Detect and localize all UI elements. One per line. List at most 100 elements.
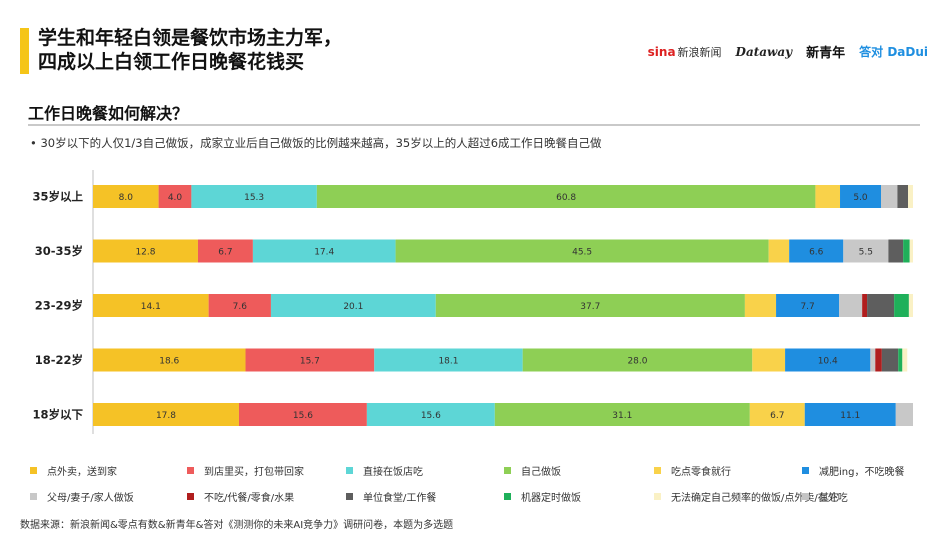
bar-segment (374, 348, 523, 372)
legend-label: 到店里买，打包带回家 (204, 467, 304, 478)
data-label: 28.0 (627, 357, 647, 367)
legend-item: 吃点零食就行 (654, 463, 731, 478)
bar-segment (93, 294, 209, 317)
legend-item: 自己做饭 (504, 463, 561, 478)
legend-label: 无法确定自己频率的做饭/点外卖/在外吃 (671, 493, 848, 504)
data-label: 17.8 (156, 411, 176, 421)
bar-segment (252, 239, 396, 263)
legend-label: 吃点零食就行 (671, 467, 731, 478)
bar-segment (897, 185, 909, 208)
stacked-bar-chart: 35岁以上 8.0 4.0 15.3 60.8 5.0 30-35岁 12.8 6.7 17.4 4… (32, 170, 913, 434)
data-label: 8.0 (119, 193, 134, 203)
bar-segment (843, 239, 889, 263)
legend-swatch (654, 467, 661, 474)
data-label: 15.7 (300, 357, 320, 367)
bar-segment (768, 239, 790, 263)
data-label: 6.6 (809, 248, 824, 258)
bar-segment (815, 185, 841, 208)
bar-segment (776, 294, 840, 317)
data-label: 7.7 (800, 302, 814, 312)
dataway-logo: Dataway (735, 44, 793, 59)
bar-segment (894, 294, 909, 317)
section-title: 工作日晚餐如何解决？ (28, 104, 189, 123)
legend-item: 单位食堂/工作餐 (346, 489, 436, 504)
bar-segment (158, 185, 192, 208)
page-title: 学生和年轻白领是餐饮市场主力军， 四成以上白领工作日晚餐花钱买 (38, 26, 342, 74)
bar-segment (93, 185, 159, 208)
bar-segment (245, 348, 375, 372)
legend-swatch (30, 493, 37, 500)
summary-bullet: • 30岁以下的人仅1/3自己做饭，成家立业后自己做饭的比例越来越高，35岁以上… (30, 136, 602, 150)
dadui-logo: 答对 DaDui (859, 45, 928, 59)
legend-swatch (654, 493, 661, 500)
bar-segment (881, 348, 899, 372)
legend-item: 直接在饭店吃 (346, 463, 423, 478)
bar-segment (789, 239, 844, 263)
title-accent-bar (20, 28, 29, 74)
legend-item: 其它 (802, 489, 839, 504)
category-label: 18岁以下 (32, 408, 83, 422)
bar-segment (93, 239, 198, 263)
data-label: 5.5 (859, 248, 873, 258)
bar-segment (804, 403, 896, 426)
legend-label: 自己做饭 (521, 467, 561, 478)
legend-label: 点外卖，送到家 (47, 467, 117, 478)
bar-segment (870, 348, 876, 372)
legend-label: 减肥ing，不吃晚餐 (819, 467, 905, 478)
legend-item: 无法确定自己频率的做饭/点外卖/在外吃 (654, 489, 848, 504)
category-label: 30-35岁 (35, 244, 83, 258)
xinqingnian-logo: 新青年 (806, 46, 846, 61)
legend-item: 点外卖，送到家 (30, 463, 117, 478)
bar-segment (839, 294, 863, 317)
bar-segment (862, 294, 868, 317)
data-label: 60.8 (556, 193, 576, 203)
legend-item: 不吃/代餐/零食/水果 (187, 489, 294, 504)
bar-segment (785, 348, 871, 372)
category-label: 18-22岁 (35, 353, 83, 367)
data-label: 15.3 (244, 193, 264, 203)
legend-item: 机器定时做饭 (504, 489, 581, 504)
bar-segment (909, 239, 913, 263)
bar-segment (840, 185, 882, 208)
data-label: 45.5 (572, 248, 592, 258)
legend-swatch (802, 467, 809, 474)
data-label: 7.6 (233, 302, 248, 312)
sina-logo: sina 新浪新闻 (648, 44, 722, 60)
data-label: 18.6 (159, 357, 179, 367)
legend-swatch (346, 493, 353, 500)
legend-item: 到店里买，打包带回家 (187, 463, 304, 478)
bar-segment (875, 348, 882, 372)
sina-logo-subtext: 新浪新闻 (677, 45, 722, 59)
data-label: 10.4 (818, 357, 838, 367)
legend-item: 父母/妻子/家人做饭 (30, 489, 134, 504)
data-label: 14.1 (141, 302, 161, 312)
bar-segment (895, 403, 913, 426)
bar-segment (903, 239, 910, 263)
legend-item: 减肥ing，不吃晚餐 (802, 463, 904, 478)
data-label: 4.0 (168, 193, 183, 203)
data-label: 37.7 (580, 302, 600, 312)
data-label: 6.7 (770, 411, 784, 421)
legend-label: 直接在饭店吃 (363, 467, 423, 478)
data-label: 5.0 (853, 193, 868, 203)
bar-segment (395, 239, 769, 263)
bar-segment (494, 403, 750, 426)
legend-swatch (802, 493, 809, 500)
partner-logos: sina 新浪新闻 Dataway 新青年 答对 DaDui (648, 42, 928, 62)
bar-segment (522, 348, 753, 372)
section-divider (28, 124, 920, 126)
legend-label: 其它 (819, 493, 839, 504)
legend-swatch (504, 467, 511, 474)
bar-segment (435, 294, 745, 317)
data-label: 15.6 (421, 411, 441, 421)
legend-swatch (30, 467, 37, 474)
category-label: 35岁以上 (32, 190, 83, 204)
legend-label: 不吃/代餐/零食/水果 (204, 493, 295, 504)
sina-logo-text: sina (647, 44, 676, 59)
legend-swatch (504, 493, 511, 500)
data-label: 12.8 (135, 248, 155, 258)
bar-segment (238, 403, 367, 426)
bar-segment (898, 348, 903, 372)
data-label: 6.7 (218, 248, 232, 258)
data-label: 20.1 (343, 302, 363, 312)
